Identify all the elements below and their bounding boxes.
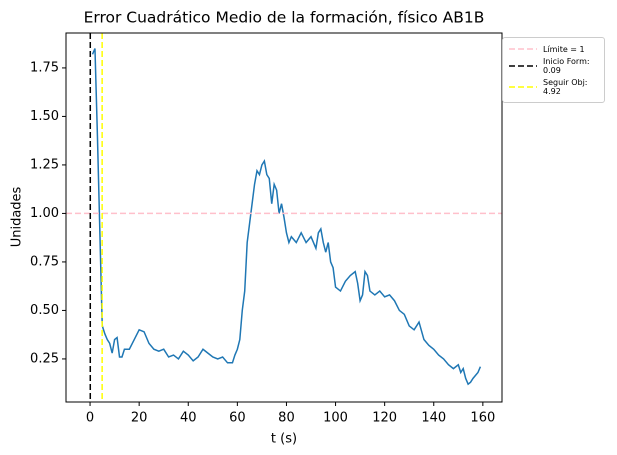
legend-label: Límite = 1: [543, 44, 585, 54]
x-tick-label: 40: [180, 411, 197, 426]
data-line: [91, 48, 482, 386]
x-tick-label: 20: [131, 411, 148, 426]
y-tick-label: 1.00: [30, 206, 59, 221]
legend-label: Seguir Obj: 4.92: [543, 78, 588, 96]
legend-entry: Límite = 1: [503, 44, 604, 54]
y-tick-label: 1.75: [30, 60, 59, 75]
y-tick-label: 0.75: [30, 254, 59, 269]
x-axis-label: t (s): [271, 432, 297, 447]
legend-label: Inicio Form: 0.09: [543, 57, 590, 75]
y-tick-label: 0.25: [30, 351, 59, 366]
y-axis-label: Unidades: [10, 186, 25, 247]
x-tick-label: 140: [421, 411, 446, 426]
x-tick-label: 100: [323, 411, 348, 426]
y-tick-label: 1.25: [30, 157, 59, 172]
y-tick-label: 1.50: [30, 109, 59, 124]
x-tick-label: 80: [278, 411, 295, 426]
y-tick-label: 0.50: [30, 303, 59, 318]
chart-title: Error Cuadrático Medio de la formación, …: [84, 9, 485, 27]
legend: Límite = 1 Inicio Form: 0.09 Seguir Obj: 4…: [502, 37, 605, 103]
legend-swatch: [509, 65, 537, 67]
x-tick-label: 160: [470, 411, 495, 426]
legend-swatch: [509, 48, 537, 50]
plot-frame: [65, 32, 503, 403]
legend-entry: Seguir Obj: 4.92: [503, 78, 604, 96]
legend-entry: Inicio Form: 0.09: [503, 57, 604, 75]
x-tick-label: 120: [372, 411, 397, 426]
legend-swatch: [509, 86, 537, 88]
x-tick-label: 60: [229, 411, 246, 426]
x-tick-label: 0: [86, 411, 94, 426]
